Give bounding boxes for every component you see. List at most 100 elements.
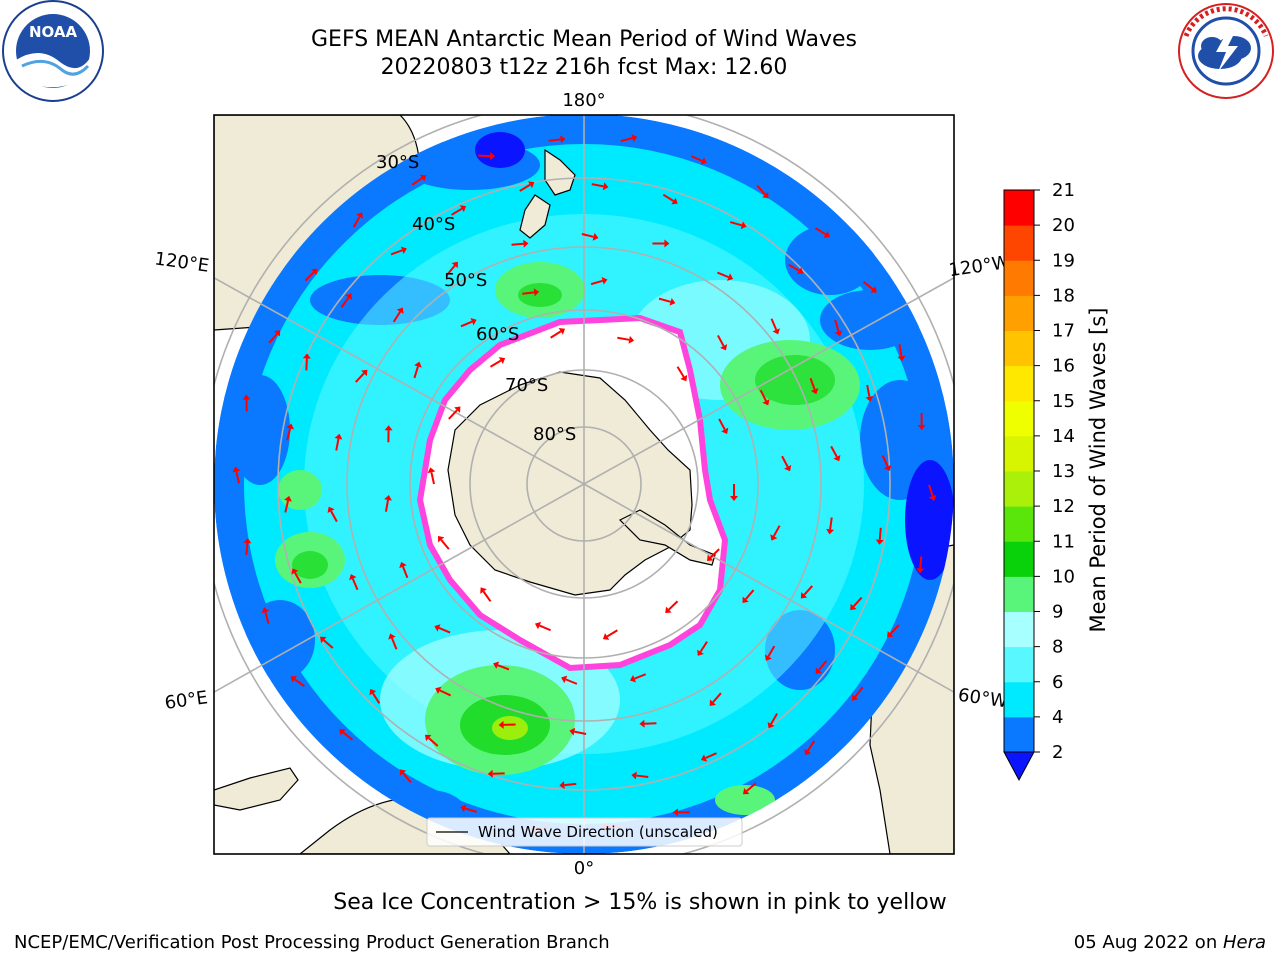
lat-label-60s: 60°S <box>476 324 519 345</box>
wind-arrow-head <box>487 769 493 778</box>
wind-arrow-shaft <box>440 539 450 550</box>
wind-arrow-shaft <box>854 686 864 698</box>
wind-arrow-shaft <box>809 377 816 390</box>
wind-arrow-shaft <box>852 596 863 608</box>
wind-arrow-head <box>339 729 346 736</box>
wind-arrow-head <box>498 720 504 729</box>
lon-label-180: 180° <box>562 90 605 111</box>
colorbar-tick-label: 2 <box>1052 742 1063 763</box>
wind-arrow-head <box>232 466 241 473</box>
nws-logo <box>1178 3 1274 99</box>
wind-arrow-head <box>459 205 467 213</box>
wind-arrow-shaft <box>830 445 838 458</box>
wind-arrow-shaft <box>606 629 618 638</box>
wind-arrow-shaft <box>818 660 828 671</box>
wind-arrow-shaft <box>352 216 361 228</box>
wind-arrow-shaft <box>889 624 900 635</box>
footer-organization: NCEP/EMC/Verification Post Processing Pr… <box>14 932 610 953</box>
wind-arrow-shaft <box>806 740 816 752</box>
wind-arrow-head <box>561 675 568 684</box>
wind-arrow-head <box>700 157 707 165</box>
wind-arrow-head <box>804 748 812 756</box>
wind-arrow-head <box>601 276 608 285</box>
wind-arrow-head <box>602 182 609 191</box>
wind-arrow-head <box>534 621 542 630</box>
colorbar-segment <box>1004 471 1034 507</box>
wind-arrow-shaft <box>489 359 502 368</box>
madagascar-land <box>214 767 299 811</box>
wind-arrow-shaft <box>355 372 365 383</box>
wind-arrow-shaft <box>294 572 302 584</box>
colorbar-segment <box>1004 506 1034 542</box>
wind-arrow-head <box>302 353 311 359</box>
wind-arrow-head <box>243 538 252 544</box>
lon-label-60e: 60°E <box>163 687 209 714</box>
wind-arrow-shaft <box>746 782 757 792</box>
wind-arrow-shaft <box>330 510 338 523</box>
wind-arrow-shaft <box>392 311 401 323</box>
wind-arrow-head <box>671 197 678 205</box>
colorbar-tick-label: 21 <box>1052 180 1075 201</box>
chart-subtitle: 20220803 t12z 216h fcst Max: 12.60 <box>380 55 788 80</box>
wind-arrow-shaft <box>245 542 249 556</box>
wind-arrow-shaft <box>581 233 594 238</box>
colorbar-tick-label: 8 <box>1052 637 1063 658</box>
lon-label-120w: 120°W <box>947 252 1011 281</box>
lon-label-0: 0° <box>574 858 594 879</box>
wind-arrow-shaft <box>617 336 630 341</box>
colorbar-segment <box>1004 225 1034 261</box>
wind-arrow-head <box>480 587 487 594</box>
wind-arrow-shaft <box>767 645 776 658</box>
wind-arrow-shaft <box>658 297 671 303</box>
colorbar-tick-label: 14 <box>1052 426 1075 447</box>
wind-arrow-head <box>742 596 749 603</box>
sea-ice-note: Sea Ice Concentration > 15% is shown in … <box>333 890 947 915</box>
colorbar: 2 4 6 8 9 10 11 12 13 14 15 16 17 18 19 20 21 <box>1003 180 1075 782</box>
wind-arrow-head <box>917 425 926 431</box>
wind-arrow-head <box>629 674 637 683</box>
wind-arrow-shaft <box>699 641 708 653</box>
graticule <box>214 115 954 854</box>
wind-arrow-head <box>767 722 775 729</box>
chart-title: GEFS MEAN Antarctic Mean Period of Wind … <box>311 27 857 52</box>
wind-arrow-head <box>709 699 717 706</box>
wind-arrow-head <box>435 686 442 694</box>
wind-arrow-shaft <box>448 409 458 420</box>
wind-arrow-shaft <box>718 418 726 430</box>
wind-arrow-shaft <box>342 731 354 741</box>
wind-arrow-shaft <box>676 366 685 378</box>
wind-arrow-head <box>427 467 436 474</box>
wind-arrow-shaft <box>590 279 603 286</box>
wind-arrow-shaft <box>413 366 419 379</box>
wind-arrow-head <box>631 134 638 143</box>
wind-arrow-shaft <box>539 624 552 632</box>
wind-arrow-shaft <box>402 566 409 579</box>
wind-arrow-head <box>414 361 422 368</box>
colorbar-segment <box>1004 365 1034 402</box>
wind-arrow-head <box>897 355 906 362</box>
wind-arrow-head <box>454 406 461 413</box>
wind-arrow-shaft <box>662 193 675 202</box>
colorbar-tick-label: 19 <box>1052 250 1075 271</box>
wind-arrow-head <box>772 328 780 335</box>
noaa-logo: NOAA <box>2 0 104 102</box>
wind-arrows <box>232 134 937 834</box>
wind-arrow-shaft <box>384 499 389 512</box>
lat-label-80s: 80°S <box>533 424 576 445</box>
wind-arrow-shaft <box>305 358 308 371</box>
lon-label-60w: 60°W <box>957 685 1009 713</box>
wind-arrow-shaft <box>372 692 381 704</box>
map-legend: Wind Wave Direction (unscaled) <box>426 817 743 847</box>
wind-arrow-head <box>284 495 292 502</box>
wind-arrow-shaft <box>438 627 451 634</box>
wind-arrow-head <box>384 425 393 431</box>
colorbar-segment <box>1004 541 1034 577</box>
colorbar-tick-label: 6 <box>1052 672 1063 693</box>
wind-arrow-shaft <box>550 330 562 339</box>
wind-arrow-head <box>706 554 714 561</box>
colorbar-segment <box>1004 646 1034 683</box>
wind-arrow-head <box>669 297 676 306</box>
wind-arrow-shaft <box>351 578 359 591</box>
wind-arrow-head <box>664 239 670 248</box>
wind-arrow-shaft <box>781 455 789 468</box>
